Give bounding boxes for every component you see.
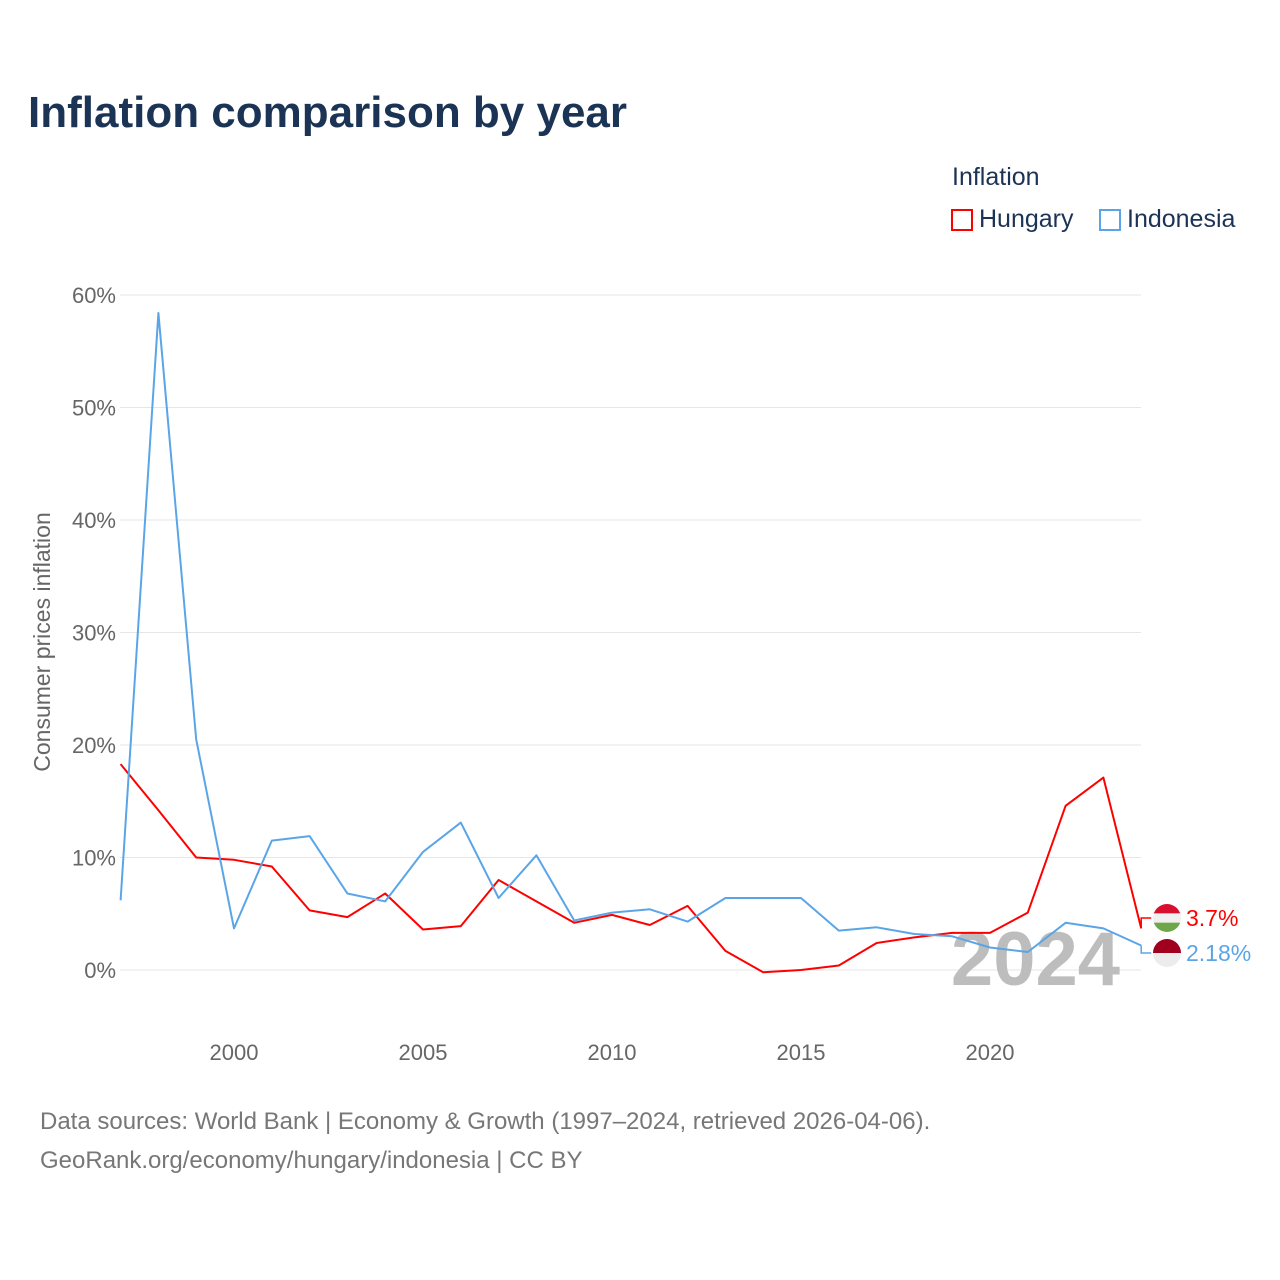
data-point-indonesia[interactable] — [1100, 925, 1106, 931]
data-point-indonesia[interactable] — [533, 852, 539, 858]
y-tick-label: 60% — [72, 283, 116, 308]
data-point-indonesia[interactable] — [458, 820, 464, 826]
data-point-indonesia[interactable] — [496, 895, 502, 901]
legend-label-indonesia: Indonesia — [1127, 205, 1236, 233]
data-point-hungary[interactable] — [344, 914, 350, 920]
legend-title: Inflation — [952, 163, 1040, 191]
y-tick-label: 50% — [72, 396, 116, 421]
data-point-indonesia[interactable] — [155, 310, 161, 316]
data-point-indonesia[interactable] — [382, 898, 388, 904]
data-point-indonesia[interactable] — [836, 928, 842, 934]
flag-stripe — [1153, 953, 1181, 967]
data-point-hungary[interactable] — [647, 922, 653, 928]
data-point-indonesia[interactable] — [949, 933, 955, 939]
x-tick-label: 2000 — [210, 1040, 259, 1065]
chart-title: Inflation comparison by year — [28, 88, 628, 137]
data-point-hungary[interactable] — [798, 967, 804, 973]
data-point-indonesia[interactable] — [911, 931, 917, 937]
data-point-hungary[interactable] — [533, 898, 539, 904]
legend-item-indonesia[interactable]: Indonesia — [1099, 205, 1235, 234]
x-tick-label: 2015 — [777, 1040, 826, 1065]
data-point-indonesia[interactable] — [798, 895, 804, 901]
legend-swatch-hungary — [951, 208, 973, 231]
data-point-hungary[interactable] — [987, 930, 993, 936]
flag-stripe — [1153, 939, 1181, 954]
data-point-indonesia[interactable] — [1025, 949, 1031, 955]
data-point-hungary[interactable] — [382, 891, 388, 897]
indonesia-flag-icon — [1153, 939, 1181, 967]
data-point-hungary[interactable] — [155, 807, 161, 813]
data-point-hungary[interactable] — [722, 948, 728, 954]
x-tick-label: 2020 — [966, 1040, 1015, 1065]
data-point-hungary[interactable] — [269, 864, 275, 870]
end-leader-line — [1140, 945, 1152, 954]
legend-item-hungary[interactable]: Hungary — [951, 205, 1074, 234]
end-value-label-hungary: 3.7% — [1186, 905, 1238, 931]
data-point-indonesia[interactable] — [193, 736, 199, 742]
data-point-indonesia[interactable] — [760, 895, 766, 901]
data-point-hungary[interactable] — [685, 903, 691, 909]
data-point-hungary[interactable] — [420, 927, 426, 933]
flag-stripe — [1153, 913, 1181, 924]
end-leader-line — [1140, 917, 1152, 929]
data-point-indonesia[interactable] — [420, 849, 426, 855]
x-tick-label: 2005 — [399, 1040, 448, 1065]
data-point-indonesia[interactable] — [571, 918, 577, 924]
data-point-indonesia[interactable] — [722, 895, 728, 901]
data-point-hungary[interactable] — [458, 923, 464, 929]
flag-stripe — [1153, 904, 1181, 914]
data-point-hungary[interactable] — [307, 907, 313, 913]
footer-link[interactable]: GeoRank.org/economy/hungary/indonesia | … — [40, 1147, 583, 1174]
y-tick-label: 40% — [72, 508, 116, 533]
x-tick-label: 2010 — [588, 1040, 637, 1065]
data-point-indonesia[interactable] — [307, 833, 313, 839]
data-point-hungary[interactable] — [193, 855, 199, 861]
footer-sources: Data sources: World Bank | Economy & Gro… — [40, 1108, 931, 1135]
data-point-hungary[interactable] — [496, 877, 502, 883]
data-point-indonesia[interactable] — [609, 910, 615, 916]
data-point-indonesia[interactable] — [874, 924, 880, 930]
y-tick-label: 10% — [72, 846, 116, 871]
data-point-indonesia[interactable] — [647, 906, 653, 912]
data-point-hungary[interactable] — [1100, 775, 1106, 781]
year-watermark: 2024 — [951, 917, 1120, 1002]
data-point-indonesia[interactable] — [344, 891, 350, 897]
data-point-hungary[interactable] — [836, 963, 842, 969]
y-tick-label: 30% — [72, 621, 116, 646]
data-point-hungary[interactable] — [231, 857, 237, 863]
legend-swatch-indonesia — [1099, 208, 1121, 231]
data-point-hungary[interactable] — [1063, 803, 1069, 809]
flag-stripe — [1153, 922, 1181, 932]
data-point-indonesia[interactable] — [231, 925, 237, 931]
data-point-hungary[interactable] — [874, 940, 880, 946]
data-point-hungary[interactable] — [1025, 910, 1031, 916]
data-point-indonesia[interactable] — [685, 919, 691, 925]
hungary-flag-icon — [1153, 904, 1181, 932]
legend-label-hungary: Hungary — [979, 205, 1074, 233]
data-point-hungary[interactable] — [118, 761, 124, 767]
data-point-indonesia[interactable] — [269, 838, 275, 844]
y-axis-label: Consumer prices inflation — [29, 512, 55, 772]
data-point-hungary[interactable] — [760, 969, 766, 975]
data-point-indonesia[interactable] — [118, 897, 124, 903]
data-point-indonesia[interactable] — [987, 945, 993, 951]
series-line-hungary[interactable] — [119, 763, 1143, 974]
series-line-indonesia[interactable] — [119, 312, 1142, 953]
y-tick-label: 20% — [72, 733, 116, 758]
data-point-indonesia[interactable] — [1063, 920, 1069, 926]
end-value-label-indonesia: 2.18% — [1186, 940, 1251, 966]
y-tick-label: 0% — [84, 958, 116, 983]
